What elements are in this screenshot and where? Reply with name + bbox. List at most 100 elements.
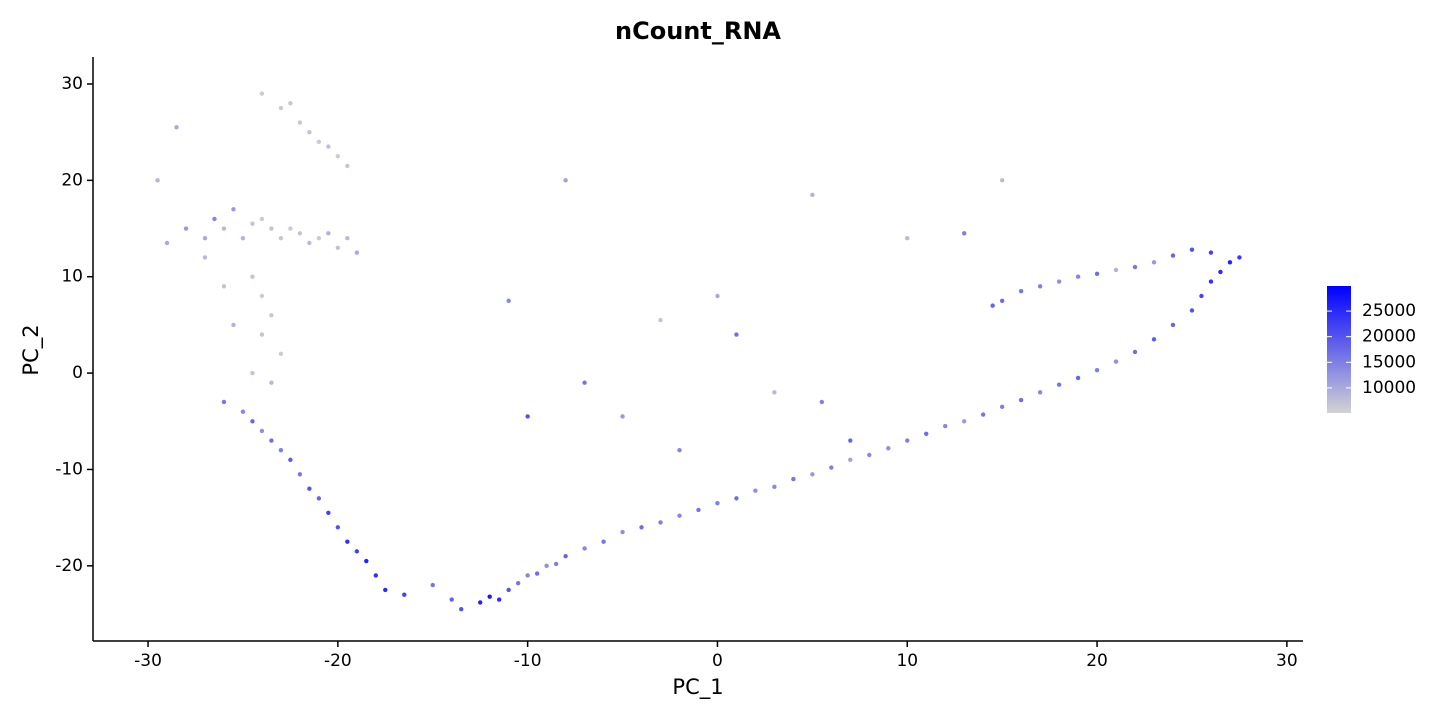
point <box>496 597 502 602</box>
point <box>886 446 891 451</box>
point <box>221 226 227 231</box>
point <box>240 409 246 414</box>
point <box>335 154 341 159</box>
point <box>515 580 521 586</box>
point <box>553 561 559 567</box>
point <box>980 412 986 417</box>
point <box>316 235 322 241</box>
point <box>202 255 208 260</box>
point <box>848 457 853 463</box>
colorbar-label: 20000 <box>1362 327 1416 347</box>
point <box>848 438 853 443</box>
colorbar-label: 10000 <box>1362 378 1416 398</box>
point <box>373 573 379 578</box>
x-tick-label: -30 <box>134 651 162 671</box>
point <box>278 351 284 357</box>
point <box>402 592 407 597</box>
point <box>354 549 360 554</box>
x-tick-label: 30 <box>1276 651 1298 671</box>
point <box>1208 279 1214 284</box>
point <box>1075 375 1081 381</box>
point <box>316 496 322 501</box>
point <box>459 606 464 612</box>
y-axis-label: PC_2 <box>19 324 44 375</box>
point <box>231 322 236 328</box>
point <box>999 404 1005 410</box>
point <box>943 423 948 429</box>
point <box>1170 253 1176 258</box>
point <box>288 101 293 106</box>
point <box>1094 271 1100 277</box>
y-tick-label: 10 <box>61 267 83 287</box>
point <box>307 486 312 491</box>
point <box>819 399 825 405</box>
point <box>791 476 796 482</box>
point <box>582 546 587 551</box>
point <box>1018 288 1024 294</box>
point <box>1199 293 1204 299</box>
point <box>240 235 246 241</box>
x-tick-label: -20 <box>324 651 352 671</box>
point <box>345 539 350 544</box>
point <box>259 293 265 299</box>
point <box>1132 264 1138 270</box>
point <box>829 465 834 470</box>
point <box>269 313 274 318</box>
x-tick-label: 0 <box>712 651 723 671</box>
point <box>1227 260 1233 265</box>
point <box>221 399 227 405</box>
point <box>278 235 284 241</box>
point <box>345 235 350 241</box>
point <box>1075 274 1081 279</box>
point <box>1170 322 1176 328</box>
point <box>905 235 910 241</box>
point <box>288 457 293 463</box>
point <box>316 139 322 145</box>
point <box>259 332 265 337</box>
x-tick-label: -10 <box>514 651 542 671</box>
point <box>231 207 236 212</box>
point <box>639 525 644 530</box>
point <box>326 510 331 516</box>
point <box>478 600 483 605</box>
point <box>364 558 369 564</box>
point <box>307 240 312 246</box>
point <box>1113 267 1119 273</box>
point <box>345 163 350 169</box>
point <box>269 380 274 385</box>
point <box>582 380 587 385</box>
point <box>544 563 549 569</box>
point <box>250 370 255 376</box>
point <box>753 488 758 493</box>
point <box>990 303 995 308</box>
point <box>202 235 208 241</box>
point <box>962 231 967 236</box>
point <box>326 144 331 149</box>
point <box>1208 250 1214 255</box>
point <box>715 500 720 506</box>
point <box>563 178 568 183</box>
point <box>1018 397 1024 403</box>
colorbar-label: 25000 <box>1362 301 1416 321</box>
point <box>658 520 663 525</box>
point <box>164 240 170 246</box>
point <box>525 414 530 419</box>
point <box>1037 284 1043 289</box>
point <box>259 428 265 434</box>
point <box>250 221 255 226</box>
point <box>155 178 160 183</box>
point <box>506 587 511 593</box>
point <box>999 298 1005 304</box>
point <box>999 178 1005 183</box>
point <box>772 484 777 490</box>
point <box>1151 260 1157 265</box>
point <box>525 573 530 578</box>
point <box>288 226 293 231</box>
point <box>962 419 967 424</box>
point <box>1056 382 1062 387</box>
point <box>259 216 265 222</box>
point <box>772 390 777 395</box>
colorbar <box>1327 286 1351 413</box>
chart-title: nCount_RNA <box>615 17 781 45</box>
point <box>867 452 872 458</box>
